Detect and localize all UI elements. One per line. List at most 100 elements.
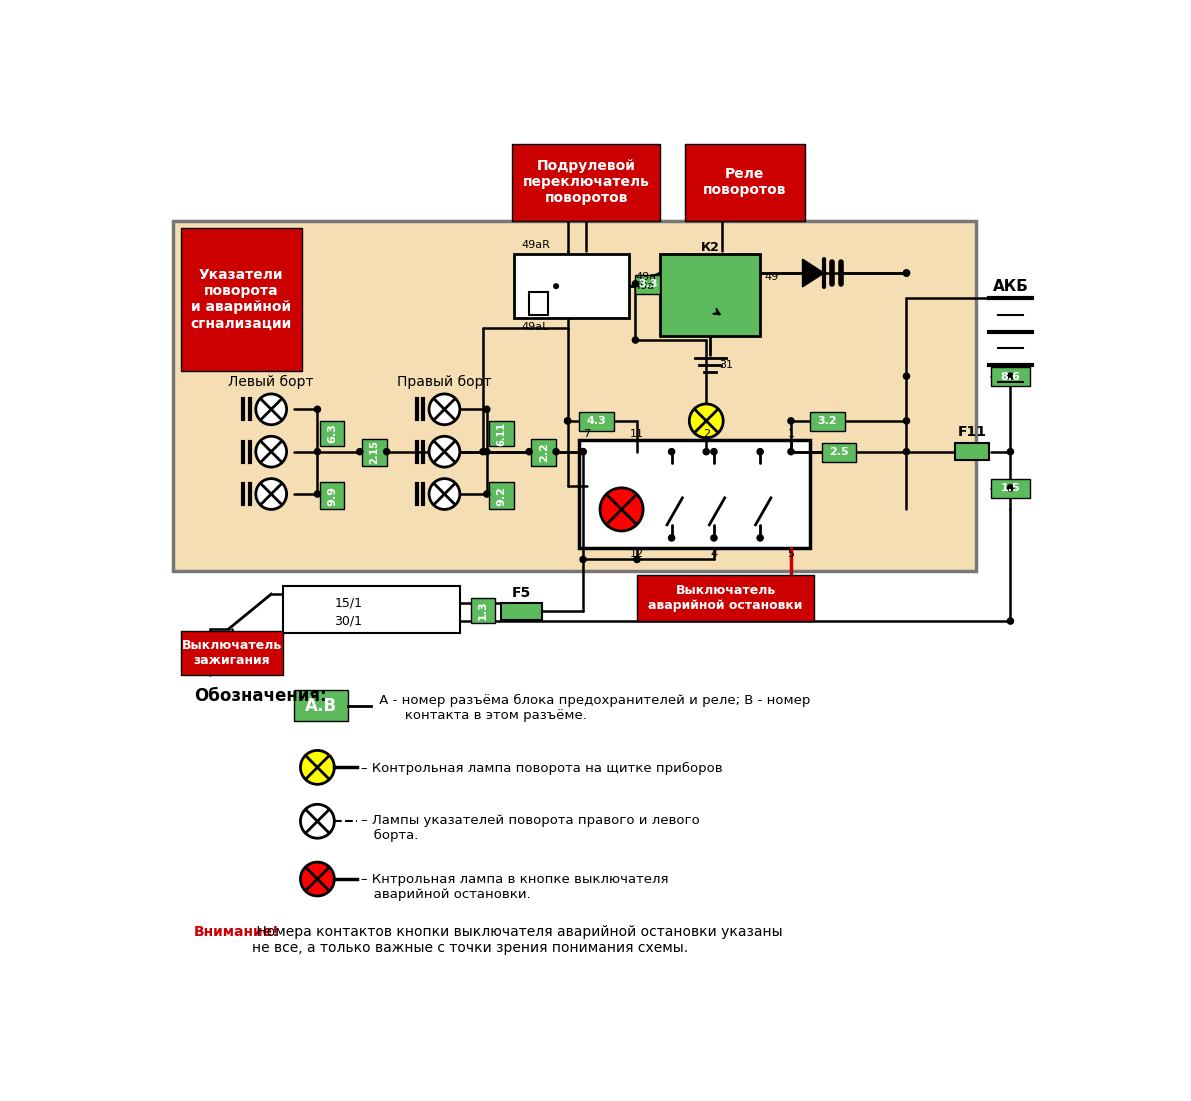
Text: Номера контактов кнопки выключателя аварийной остановки указаны
не все, а только: Номера контактов кнопки выключателя авар…	[252, 925, 782, 956]
Circle shape	[429, 394, 460, 425]
Bar	[637, 575, 815, 621]
Circle shape	[553, 448, 560, 455]
Bar	[319, 421, 344, 446]
Text: 4: 4	[710, 549, 717, 559]
Bar	[472, 598, 494, 623]
Text: Реле
поворотов: Реле поворотов	[703, 167, 786, 197]
Circle shape	[256, 479, 287, 510]
Bar	[529, 292, 548, 315]
Bar	[181, 631, 282, 675]
Text: К2: К2	[700, 241, 719, 254]
Circle shape	[356, 448, 363, 455]
Bar	[294, 690, 348, 721]
Text: 6.11: 6.11	[497, 422, 506, 446]
Text: 49aR: 49aR	[522, 240, 550, 250]
Text: F11: F11	[958, 425, 986, 439]
Bar	[513, 253, 629, 318]
Text: 49a: 49a	[635, 272, 656, 282]
Bar	[686, 143, 805, 220]
Circle shape	[668, 535, 674, 541]
Text: 30/1: 30/1	[335, 614, 362, 628]
Text: 2.2: 2.2	[538, 443, 549, 462]
Bar	[490, 421, 513, 446]
Text: – Кнтрольная лампа в кнопке выключателя
   аварийной остановки.: – Кнтрольная лампа в кнопке выключателя …	[361, 873, 669, 901]
Text: АКБ: АКБ	[992, 279, 1028, 294]
Circle shape	[703, 448, 710, 455]
Circle shape	[314, 491, 320, 497]
Circle shape	[903, 270, 910, 276]
Bar	[810, 412, 844, 430]
Text: 1: 1	[787, 428, 794, 438]
Bar	[579, 440, 810, 548]
Circle shape	[484, 406, 490, 413]
Circle shape	[300, 862, 335, 896]
Circle shape	[903, 417, 910, 424]
Text: А - номер разъёма блока предохранителей и реле; В - номер
       контакта в этом: А - номер разъёма блока предохранителей …	[375, 695, 811, 722]
Bar	[955, 444, 989, 460]
Circle shape	[580, 448, 586, 455]
Text: – Лампы указателей поворота правого и левого
   борта.: – Лампы указателей поворота правого и ле…	[361, 814, 700, 841]
Circle shape	[526, 448, 532, 455]
Text: 2: 2	[703, 428, 710, 438]
Text: 5: 5	[787, 549, 794, 559]
Text: Указатели
поворота
и аварийной
сгнализации: Указатели поворота и аварийной сгнализац…	[191, 268, 292, 330]
Bar	[319, 482, 344, 510]
Text: 49: 49	[763, 272, 778, 282]
Circle shape	[484, 491, 490, 497]
Bar	[362, 438, 387, 466]
Bar	[991, 479, 1030, 498]
Circle shape	[554, 284, 559, 288]
Circle shape	[580, 556, 586, 563]
Text: – Контрольная лампа поворота на щитке приборов: – Контрольная лампа поворота на щитке пр…	[361, 762, 723, 775]
Text: 11: 11	[630, 428, 644, 438]
Text: 3.2: 3.2	[818, 416, 837, 426]
Text: 12: 12	[630, 549, 644, 559]
Text: 3.3: 3.3	[638, 280, 657, 290]
Text: 31: 31	[719, 360, 734, 370]
Text: 2.5: 2.5	[829, 447, 849, 457]
Circle shape	[1008, 484, 1014, 491]
Bar	[636, 274, 660, 294]
Circle shape	[384, 448, 389, 455]
Text: Левый борт: Левый борт	[229, 375, 314, 390]
Bar	[822, 444, 856, 461]
Circle shape	[429, 479, 460, 510]
Circle shape	[256, 394, 287, 425]
Circle shape	[788, 448, 794, 455]
Circle shape	[480, 448, 486, 455]
Circle shape	[600, 488, 643, 531]
Circle shape	[903, 448, 910, 455]
Circle shape	[757, 535, 763, 541]
Circle shape	[484, 448, 490, 455]
Text: Выключатель
зажигания: Выключатель зажигания	[182, 639, 282, 666]
Circle shape	[632, 337, 638, 344]
Bar	[181, 228, 303, 371]
Circle shape	[711, 535, 717, 541]
Text: Внимание!: Внимание!	[194, 925, 280, 939]
Bar	[490, 482, 513, 510]
Text: 1.3: 1.3	[478, 601, 488, 621]
Circle shape	[1008, 448, 1014, 455]
Text: 49a: 49a	[634, 281, 654, 291]
Circle shape	[903, 270, 910, 276]
Circle shape	[429, 436, 460, 467]
Circle shape	[757, 448, 763, 455]
Circle shape	[711, 448, 717, 455]
Circle shape	[690, 404, 723, 438]
Text: 6.3: 6.3	[328, 424, 337, 444]
Text: Выключатель
аварийной остановки: Выключатель аварийной остановки	[648, 584, 803, 612]
Circle shape	[256, 436, 287, 467]
Bar	[660, 253, 760, 336]
Text: 2.15: 2.15	[369, 440, 380, 464]
Text: 8.6: 8.6	[1000, 372, 1021, 382]
Bar	[991, 367, 1030, 386]
Text: 15/1: 15/1	[335, 597, 362, 610]
Circle shape	[565, 417, 570, 424]
Bar	[512, 143, 660, 220]
Bar	[531, 438, 556, 466]
Bar	[579, 412, 613, 430]
Circle shape	[634, 556, 640, 563]
Circle shape	[565, 417, 570, 424]
Text: 1.5: 1.5	[1000, 483, 1021, 493]
Text: F5: F5	[512, 586, 531, 600]
